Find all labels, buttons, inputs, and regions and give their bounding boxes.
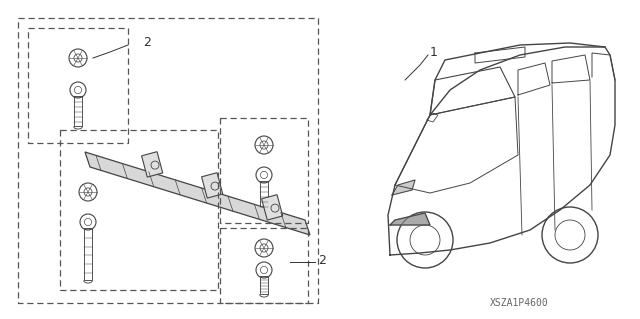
Polygon shape bbox=[262, 195, 283, 220]
Polygon shape bbox=[390, 213, 430, 225]
Text: 2: 2 bbox=[318, 254, 326, 266]
Polygon shape bbox=[141, 152, 163, 177]
Polygon shape bbox=[85, 152, 310, 235]
Bar bbox=[260, 276, 268, 294]
Bar bbox=[74, 96, 83, 126]
Bar bbox=[260, 182, 268, 211]
Polygon shape bbox=[392, 180, 415, 195]
Text: 1: 1 bbox=[430, 46, 438, 58]
Text: 2: 2 bbox=[143, 35, 151, 48]
Text: XSZA1P4600: XSZA1P4600 bbox=[490, 298, 548, 308]
Bar bbox=[84, 228, 92, 280]
Polygon shape bbox=[202, 173, 223, 198]
